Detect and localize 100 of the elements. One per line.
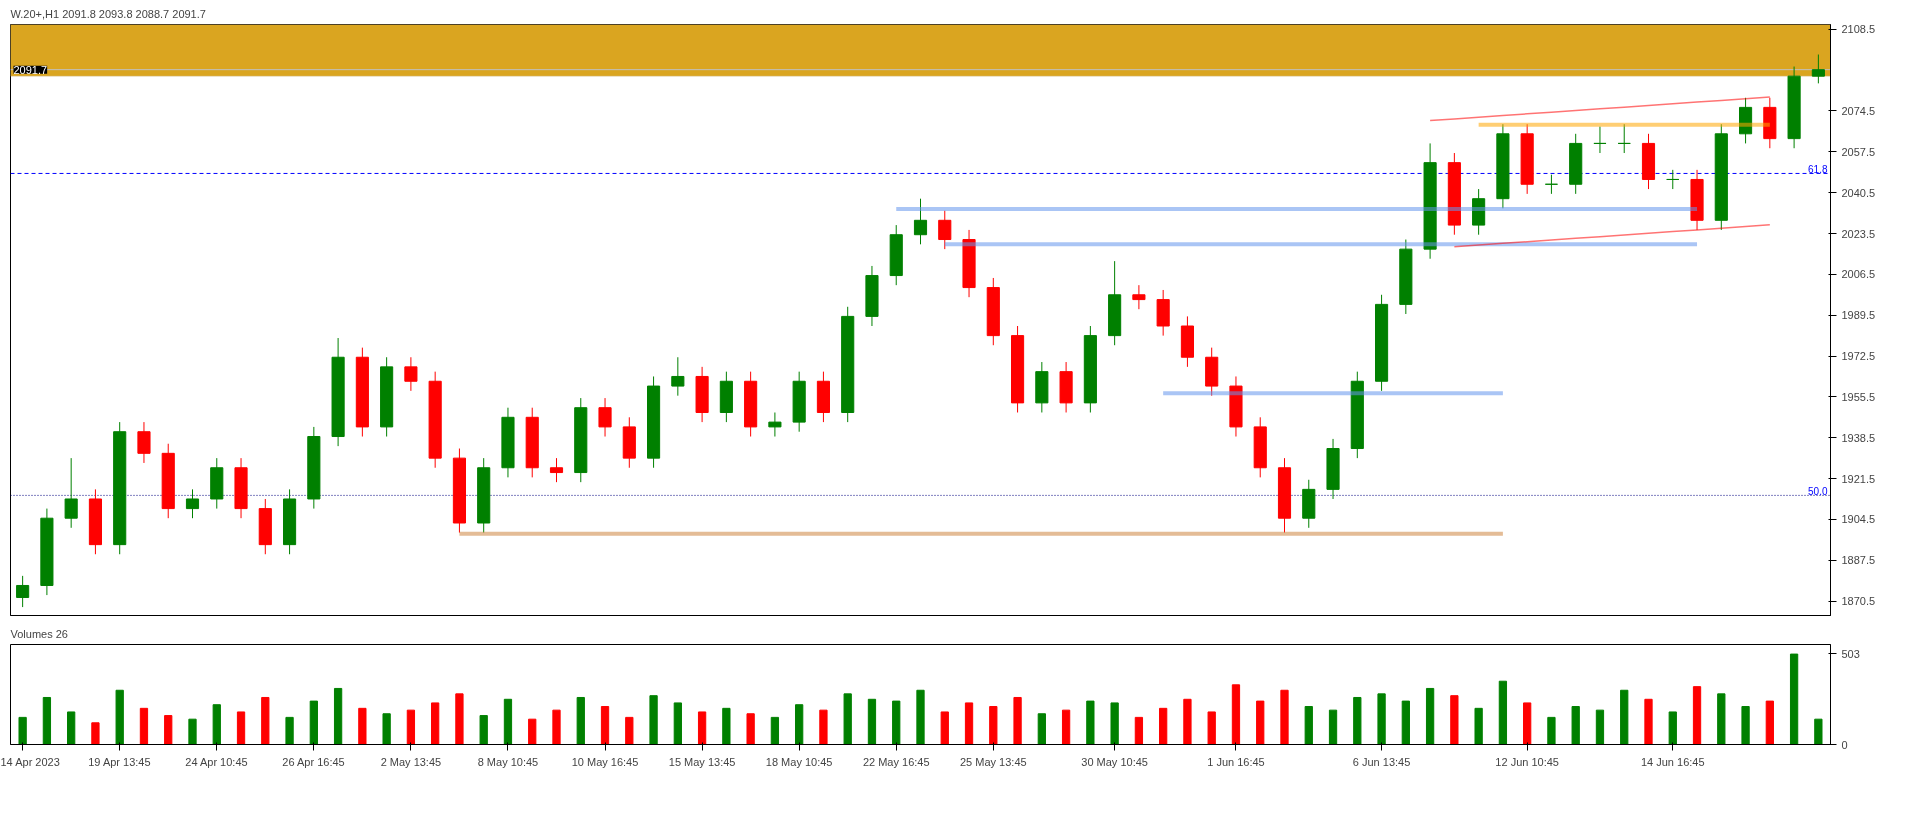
x-tick-label: 15 May 13:45 — [668, 755, 736, 768]
bar — [528, 718, 537, 745]
x-tick-label: 14 Jun 16:45 — [1640, 755, 1705, 768]
candlestick — [1666, 169, 1680, 190]
bar — [552, 709, 561, 745]
y-tick-label: 2040.5 — [1841, 186, 1876, 199]
bar — [600, 706, 610, 745]
candlestick — [137, 421, 151, 464]
x-tick-label: 19 Apr 13:45 — [88, 755, 151, 768]
x-tick-label: 25 May 13:45 — [959, 755, 1027, 768]
bar — [455, 693, 464, 745]
bar — [333, 687, 343, 745]
candlestick — [938, 210, 952, 250]
chart-title: W.20+,H1 2091.8 2093.8 2088.7 2091.7 — [10, 7, 206, 20]
chart-title: Volumes 26 — [10, 627, 68, 640]
bar — [1571, 706, 1580, 745]
x-tick-label: 6 Jun 13:45 — [1352, 755, 1411, 768]
bar — [989, 706, 998, 745]
y-tick-label: 1921.5 — [1841, 472, 1876, 485]
bar — [940, 711, 949, 745]
x-tick-label: 14 Apr 2023 — [0, 755, 60, 768]
bar — [867, 698, 877, 745]
bar — [1159, 707, 1168, 745]
bar — [746, 713, 755, 745]
bar — [1013, 696, 1022, 745]
bar — [722, 707, 731, 745]
annotation: 50.0 — [1808, 486, 1828, 498]
bar — [1498, 680, 1508, 745]
bar — [1523, 702, 1532, 745]
bar — [1061, 709, 1071, 745]
candlestick — [598, 397, 612, 438]
bar — [1717, 693, 1726, 745]
candlestick — [549, 457, 564, 483]
bar — [139, 707, 149, 745]
bar — [795, 704, 804, 745]
y-tick-label: 1989.5 — [1841, 309, 1876, 322]
y-tick-label: 2057.5 — [1841, 145, 1876, 158]
bar — [1765, 700, 1774, 745]
y-tick-label: 2023.5 — [1841, 227, 1876, 240]
bar — [1668, 711, 1677, 745]
x-tick-label: 10 May 16:45 — [571, 755, 639, 768]
bar — [843, 693, 852, 745]
y-tick-label: 503 — [1841, 647, 1860, 660]
bar — [431, 702, 440, 745]
candlestick — [404, 356, 418, 392]
y-tick-label: 1904.5 — [1841, 513, 1876, 526]
bar — [285, 716, 294, 745]
bar — [115, 689, 124, 745]
bar — [18, 716, 27, 745]
bar — [406, 709, 416, 745]
bar — [1183, 698, 1192, 745]
bar — [42, 696, 52, 745]
bar — [1110, 702, 1119, 745]
y-tick-label: 2108.5 — [1841, 23, 1876, 36]
bar — [382, 713, 391, 745]
bar — [1280, 689, 1289, 745]
bar — [212, 704, 221, 745]
bar — [576, 696, 585, 745]
y-tick-label: 2006.5 — [1841, 268, 1876, 281]
bar — [67, 711, 76, 745]
bar — [1425, 687, 1435, 745]
bar — [1353, 696, 1362, 745]
candlestick — [768, 411, 782, 438]
bar — [916, 689, 925, 745]
bar — [819, 709, 828, 745]
bar — [1547, 716, 1556, 745]
candlestick — [913, 198, 928, 245]
x-tick-label: 12 Jun 10:45 — [1495, 755, 1559, 768]
bar — [1595, 709, 1605, 745]
y-tick-label: 1938.5 — [1841, 431, 1876, 444]
bar — [1692, 686, 1702, 745]
y-tick-label: 1955.5 — [1841, 390, 1876, 403]
bar — [1256, 700, 1265, 745]
bar — [236, 711, 246, 745]
bar — [892, 700, 901, 745]
y-tick-label: 1972.5 — [1841, 350, 1876, 363]
bar — [1644, 698, 1653, 745]
x-tick-label: 22 May 16:45 — [862, 755, 930, 768]
bar — [1231, 684, 1241, 745]
candlestick — [671, 356, 685, 397]
annotation: 61.8 — [1808, 164, 1828, 176]
y-tick-label: 2074.5 — [1841, 104, 1876, 117]
bar — [1401, 700, 1410, 745]
bar — [164, 715, 173, 745]
bar — [673, 702, 682, 745]
bar — [188, 718, 197, 745]
candlestick — [1593, 126, 1607, 154]
bar — [1474, 707, 1483, 745]
bar — [625, 716, 634, 745]
bar — [503, 698, 513, 745]
x-tick-label: 18 May 10:45 — [765, 755, 833, 768]
bar — [1207, 711, 1216, 745]
bar — [649, 695, 658, 745]
bar — [1328, 709, 1338, 745]
bar — [479, 715, 488, 745]
x-tick-label: 2 May 13:45 — [380, 755, 442, 768]
candlestick — [16, 575, 30, 608]
bar — [1789, 653, 1799, 745]
bar — [1377, 693, 1386, 745]
candlestick — [185, 488, 200, 519]
